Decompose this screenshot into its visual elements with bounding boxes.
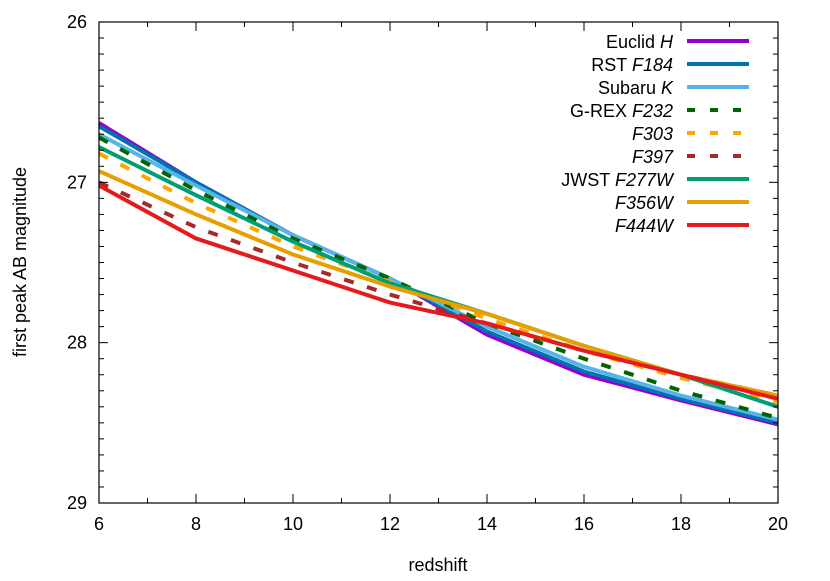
- legend-filter: F184: [632, 55, 673, 75]
- legend-filter: F277W: [615, 170, 675, 190]
- x-axis-label: redshift: [408, 555, 467, 575]
- legend-instrument: G-REX: [570, 101, 632, 121]
- series-line: [97, 124, 779, 425]
- x-tick-label: 16: [574, 514, 594, 534]
- series-lines: [97, 121, 779, 427]
- series-line: [98, 180, 779, 398]
- x-tick-label: 14: [477, 514, 497, 534]
- x-tick-label: 10: [283, 514, 303, 534]
- legend-instrument: RST: [591, 55, 632, 75]
- axis-ticks: 6 8 10 12 14 16 18 20 26 27 28 29: [67, 12, 788, 534]
- y-axis-label: first peak AB magnitude: [10, 167, 30, 357]
- legend-instrument: Subaru: [598, 78, 661, 98]
- legend-filter: F444W: [615, 216, 675, 236]
- legend-label: Euclid H: [606, 32, 674, 52]
- series-line: [98, 169, 779, 398]
- series-line: [97, 121, 779, 427]
- legend-label: F397: [632, 147, 674, 167]
- y-tick-label: 27: [67, 172, 87, 192]
- legend-instrument: Euclid: [606, 32, 660, 52]
- y-tick-label: 26: [67, 12, 87, 32]
- legend-label: F303: [632, 124, 673, 144]
- legend-label: F356W: [615, 193, 675, 213]
- series-line: [98, 151, 779, 404]
- series-line: [98, 135, 779, 420]
- legend-label: JWST F277W: [561, 170, 675, 190]
- y-tick-label: 29: [67, 493, 87, 513]
- legend-label: F444W: [615, 216, 675, 236]
- legend-instrument: JWST: [561, 170, 615, 190]
- y-tick-label: 28: [67, 333, 87, 353]
- x-tick-label: 18: [671, 514, 691, 534]
- x-tick-label: 20: [768, 514, 788, 534]
- legend-filter: F356W: [615, 193, 675, 213]
- legend-filter: K: [661, 78, 674, 98]
- legend-label: G-REX F232: [570, 101, 673, 121]
- x-tick-label: 8: [191, 514, 201, 534]
- series-line: [98, 132, 779, 422]
- legend: Euclid H RST F184 Subaru K G-REX F232 F303 F3…: [561, 32, 749, 236]
- legend-label: RST F184: [591, 55, 673, 75]
- x-tick-label: 12: [380, 514, 400, 534]
- legend-filter: H: [660, 32, 674, 52]
- legend-filter: F232: [632, 101, 673, 121]
- x-tick-label: 6: [94, 514, 104, 534]
- plot-frame: [98, 21, 779, 504]
- series-line: [98, 183, 779, 401]
- legend-filter: F303: [632, 124, 673, 144]
- legend-label: Subaru K: [598, 78, 674, 98]
- legend-filter: F397: [632, 147, 674, 167]
